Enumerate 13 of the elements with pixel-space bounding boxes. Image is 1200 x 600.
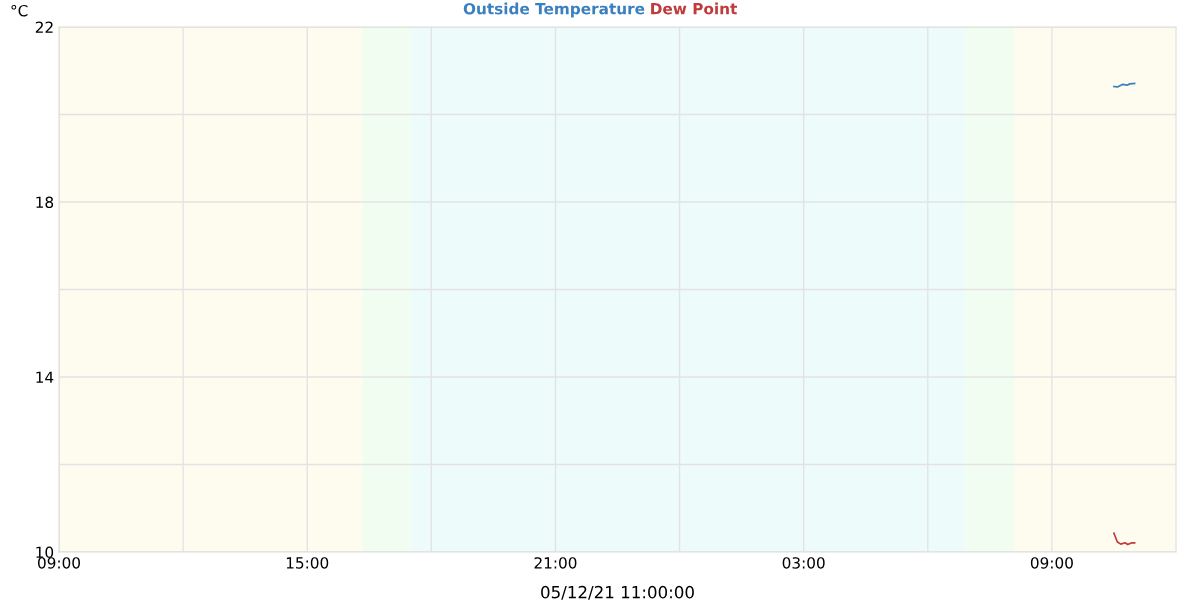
line-series (1113, 532, 1136, 546)
x-tick-label: 03:00 (782, 557, 825, 569)
x-tick-label: 09:00 (37, 557, 80, 569)
y-tick-label: 14 (36, 371, 54, 383)
text: Dew Point (651, 2, 737, 15)
text: Outside Temperature (463, 2, 645, 18)
x-tick-label: 09:00 (1030, 557, 1073, 569)
x-axis-title: 05/12/21 11:00:00 (541, 585, 694, 600)
y-tick-label: 22 (35, 21, 53, 33)
y-tick-label: 18 (36, 196, 54, 209)
x-tick-label: 15:00 (286, 557, 329, 569)
y-axis-title: °C (11, 4, 28, 17)
x-tick-label: 21:00 (534, 557, 577, 569)
